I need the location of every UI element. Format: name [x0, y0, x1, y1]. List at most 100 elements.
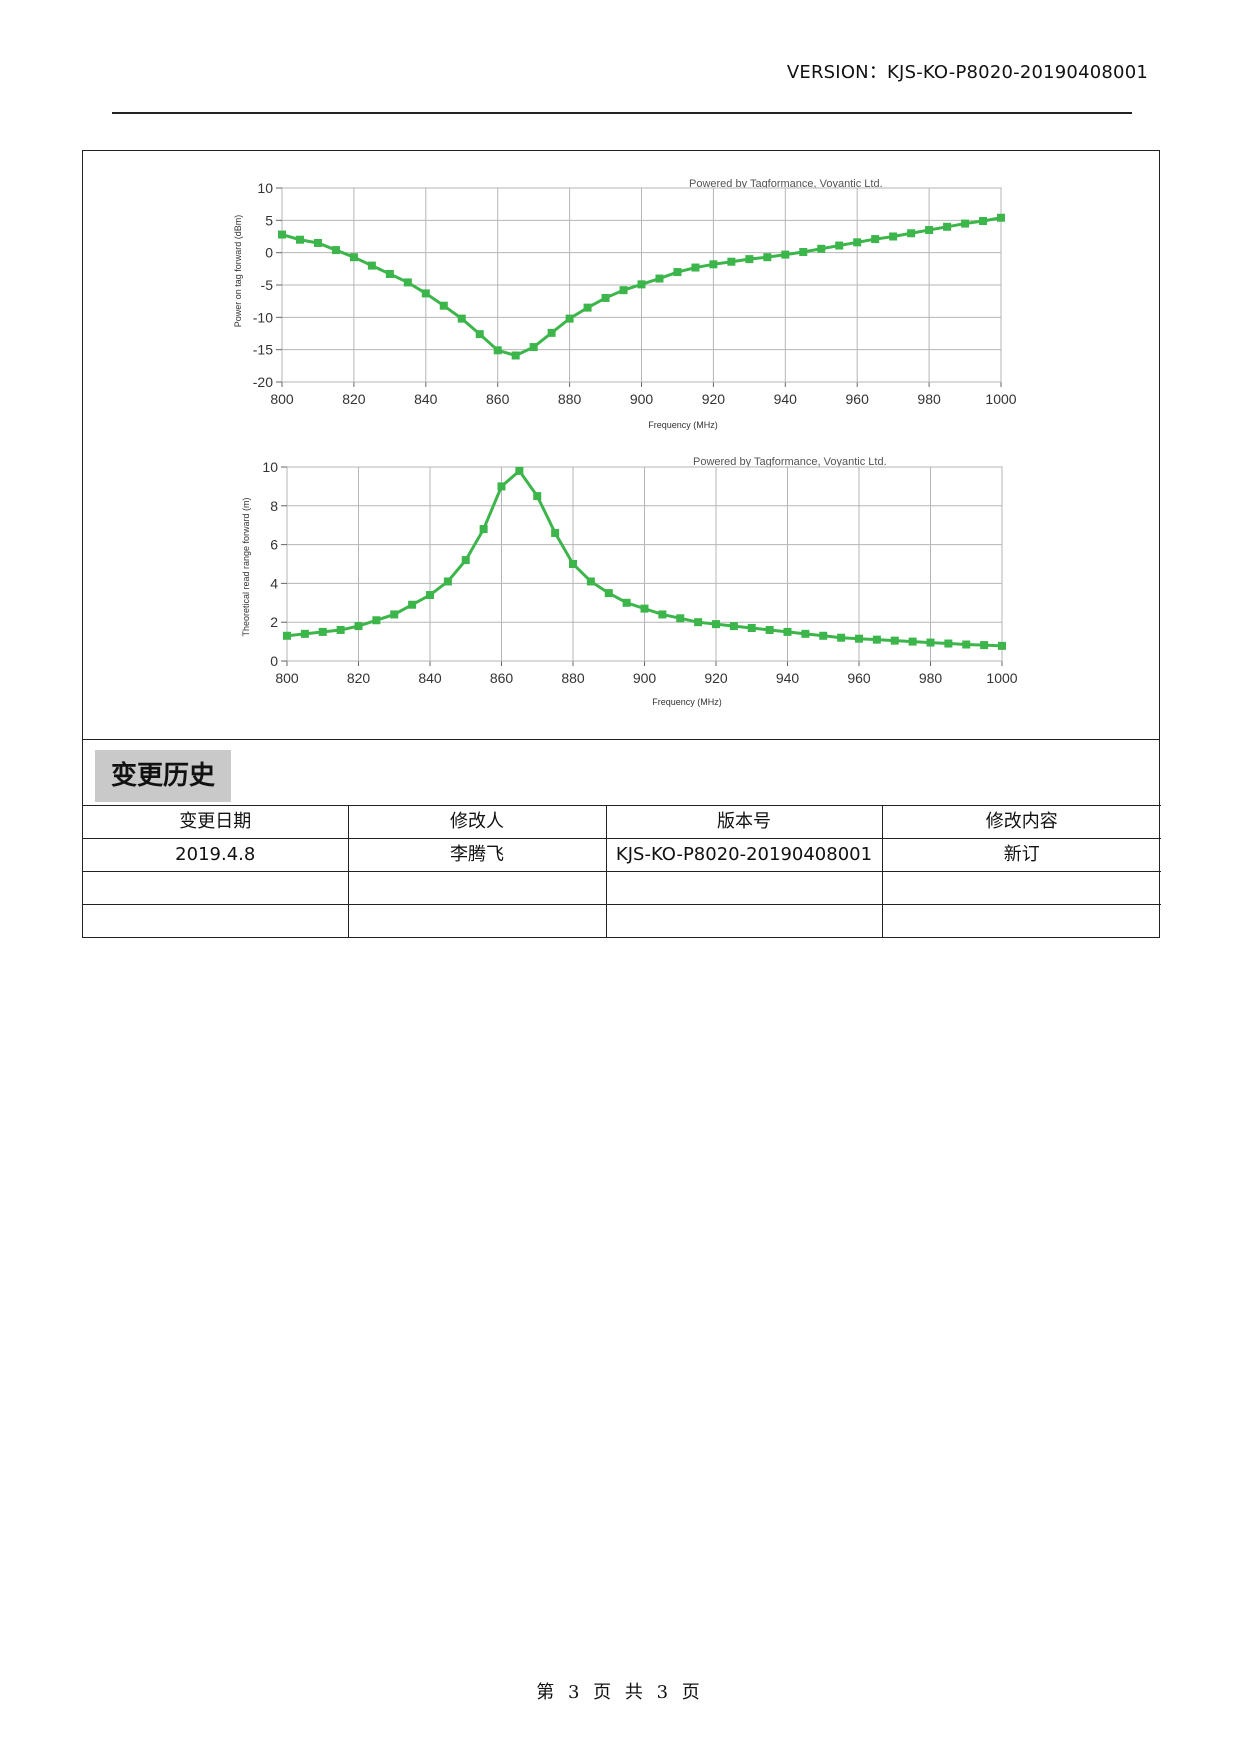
chart1-ylabel: Power on tag forward (dBm) — [233, 215, 243, 328]
chart2-tick-label-y: 0 — [270, 653, 278, 669]
chart1-tick-label-x: 940 — [774, 391, 798, 407]
history-title: 变更历史 — [95, 750, 232, 802]
table-row — [83, 871, 1161, 905]
chart1-data-point — [709, 260, 718, 269]
chart2-data-point — [658, 610, 667, 619]
chart2-data-point — [408, 600, 417, 609]
chart1-tick-label-x: 960 — [846, 391, 870, 407]
chart2-data-point — [694, 618, 703, 627]
chart1-tick-label-x: 860 — [486, 391, 510, 407]
chart1-data-point — [278, 230, 286, 239]
chart2-data-point — [533, 492, 542, 501]
cell-editor — [347, 871, 607, 905]
charts-svg: Powered by Tagformance, Voyantic Ltd. Fr… — [233, 178, 1018, 707]
chart2-tick-label-x: 800 — [275, 670, 299, 686]
chart2-tick-label-x: 960 — [847, 670, 871, 686]
chart2-data-point — [676, 614, 685, 623]
chart2-data-point — [783, 627, 792, 636]
chart2-ylabel: Theoretical read range forward (m) — [241, 497, 251, 636]
chart1-data-point — [601, 293, 610, 302]
chart1-data-point — [997, 213, 1005, 222]
chart2-data-point — [712, 620, 720, 629]
chart1-data-point — [907, 229, 916, 238]
chart1-data-point — [925, 226, 934, 235]
chart2-data-point — [443, 577, 452, 586]
chart1-tick-label-y: -15 — [253, 342, 273, 358]
chart1-data-point — [727, 257, 736, 266]
chart1-data-point — [529, 343, 538, 352]
chart1-data-point — [943, 222, 952, 231]
column-header-date: 变更日期 — [83, 805, 349, 839]
chart1-data-point — [637, 280, 646, 289]
cell-content — [881, 904, 1161, 937]
chart1-tick-label-x: 1000 — [985, 391, 1016, 407]
chart2-tick-label-y: 8 — [270, 498, 278, 514]
chart1-data-point — [457, 314, 466, 323]
history-section-header: 变更历史 — [83, 739, 1159, 805]
chart1-data-point — [691, 263, 700, 272]
chart2-tick-label-x: 840 — [418, 670, 442, 686]
chart2-tick-label-x: 880 — [561, 670, 585, 686]
chart1-data-point — [871, 235, 880, 244]
table-row — [83, 904, 1161, 937]
chart1-data-point — [673, 268, 682, 277]
chart1-data-point — [619, 286, 628, 295]
chart2-data-point — [908, 637, 917, 646]
chart1-data-point — [439, 301, 448, 310]
document-version: VERSION：KJS-KO-P8020-20190408001 — [786, 62, 1148, 83]
chart1-data-point — [979, 216, 988, 225]
column-header-version: 版本号 — [605, 805, 883, 839]
chart2-tick-label-y: 10 — [262, 459, 278, 475]
chart2-tick-label-x: 820 — [347, 670, 371, 686]
chart1-tick-label-x: 840 — [414, 391, 438, 407]
cell-editor: 李腾飞 — [347, 838, 607, 872]
chart2-tick-label-y: 6 — [270, 537, 278, 553]
cell-version — [605, 904, 883, 937]
chart2-data-point — [318, 627, 327, 636]
chart-area: Powered by Tagformance, Voyantic Ltd. Fr… — [83, 151, 1159, 739]
chart1-data-point — [349, 253, 358, 262]
chart1-tick-label-y: -5 — [261, 277, 274, 293]
chart1-tick-label-y: -10 — [253, 309, 273, 325]
chart2-tick-label-x: 900 — [633, 670, 657, 686]
chart2-data-point — [640, 604, 649, 613]
chart1-tick-label-x: 920 — [702, 391, 726, 407]
chart2-data-point — [998, 641, 1006, 650]
cell-editor — [347, 904, 607, 937]
chart2-data-point — [890, 636, 899, 645]
chart1-data-point — [835, 241, 844, 250]
chart2-data-point — [390, 610, 399, 619]
chart1-data-point — [745, 255, 754, 264]
cell-date — [83, 904, 349, 937]
chart2-tick-label-x: 940 — [776, 670, 800, 686]
chart1-data-point — [295, 235, 304, 244]
content-frame: Powered by Tagformance, Voyantic Ltd. Fr… — [82, 150, 1161, 938]
chart2-data-point — [765, 625, 774, 634]
chart1-data-point — [475, 330, 484, 339]
chart1-tick-label-x: 980 — [917, 391, 941, 407]
chart1-data-point — [889, 232, 898, 241]
page-number: 第 3 页 共 3 页 — [536, 1682, 704, 1703]
chart2-data-point — [872, 635, 881, 644]
chart1-data-point — [547, 328, 556, 337]
cell-version — [605, 871, 883, 905]
chart1-data-point — [853, 238, 862, 247]
table-header-row: 变更日期 修改人 版本号 修改内容 — [83, 805, 1161, 839]
chart2-data-point — [497, 482, 506, 491]
chart2-data-point — [479, 525, 488, 534]
chart2-data-point — [300, 629, 309, 638]
chart1-tick-label-y: 10 — [257, 180, 273, 196]
cell-date: 2019.4.8 — [83, 838, 349, 872]
chart2-data-point — [586, 577, 595, 586]
chart2-powered-by: Powered by Tagformance, Voyantic Ltd. — [693, 456, 887, 468]
chart1-data-point — [331, 246, 340, 255]
chart2-tick-label-y: 4 — [270, 575, 278, 591]
chart1-data-point — [403, 278, 412, 287]
chart1-data-point — [799, 248, 808, 257]
chart2-data-point — [336, 625, 345, 634]
table-row: 2019.4.8 李腾飞 KJS-KO-P8020-20190408001 新订 — [83, 838, 1161, 872]
chart1-data-point — [367, 261, 376, 270]
chart2-data-point — [515, 466, 524, 475]
chart2-tick-label-x: 980 — [919, 670, 943, 686]
cell-date — [83, 871, 349, 905]
